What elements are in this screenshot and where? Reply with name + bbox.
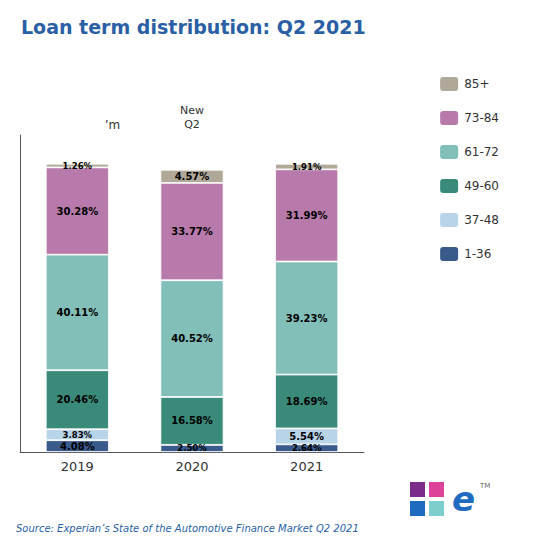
svg-text:49-60: 49-60 [464,179,499,193]
svg-text:2.64%: 2.64% [292,443,322,453]
svg-text:2020: 2020 [175,459,208,474]
svg-text:4.57%: 4.57% [175,171,210,182]
svg-text:31.99%: 31.99% [286,210,328,221]
svg-text:New: New [180,104,204,117]
svg-text:’m: ’m [105,118,121,132]
svg-text:30.28%: 30.28% [57,206,99,217]
svg-text:1-36: 1-36 [464,247,491,261]
svg-text:5.54%: 5.54% [289,431,324,442]
svg-text:Source: Experian’s State of th: Source: Experian’s State of the Automoti… [16,523,359,534]
svg-text:37-48: 37-48 [464,213,499,227]
svg-text:2019: 2019 [61,459,94,474]
svg-text:TM: TM [479,482,490,490]
svg-text:16.58%: 16.58% [171,415,213,426]
svg-text:39.23%: 39.23% [286,313,328,324]
svg-text:85+: 85+ [464,77,489,91]
svg-text:1.91%: 1.91% [292,162,322,172]
svg-text:Loan term distribution: Q2 202: Loan term distribution: Q2 2021 [21,16,366,38]
svg-text:4.08%: 4.08% [60,441,95,452]
svg-text:1.26%: 1.26% [63,161,93,171]
svg-text:e: e [452,479,475,519]
svg-text:2021: 2021 [290,459,323,474]
svg-text:40.52%: 40.52% [171,333,213,344]
svg-text:18.69%: 18.69% [286,396,328,407]
svg-text:33.77%: 33.77% [171,226,213,237]
svg-text:40.11%: 40.11% [57,307,99,318]
svg-text:20.46%: 20.46% [57,394,99,405]
svg-text:73-84: 73-84 [464,111,499,125]
svg-text:Q2: Q2 [184,118,200,131]
svg-text:2.50%: 2.50% [177,443,207,453]
svg-text:61-72: 61-72 [464,145,499,159]
svg-text:3.83%: 3.83% [63,430,93,440]
